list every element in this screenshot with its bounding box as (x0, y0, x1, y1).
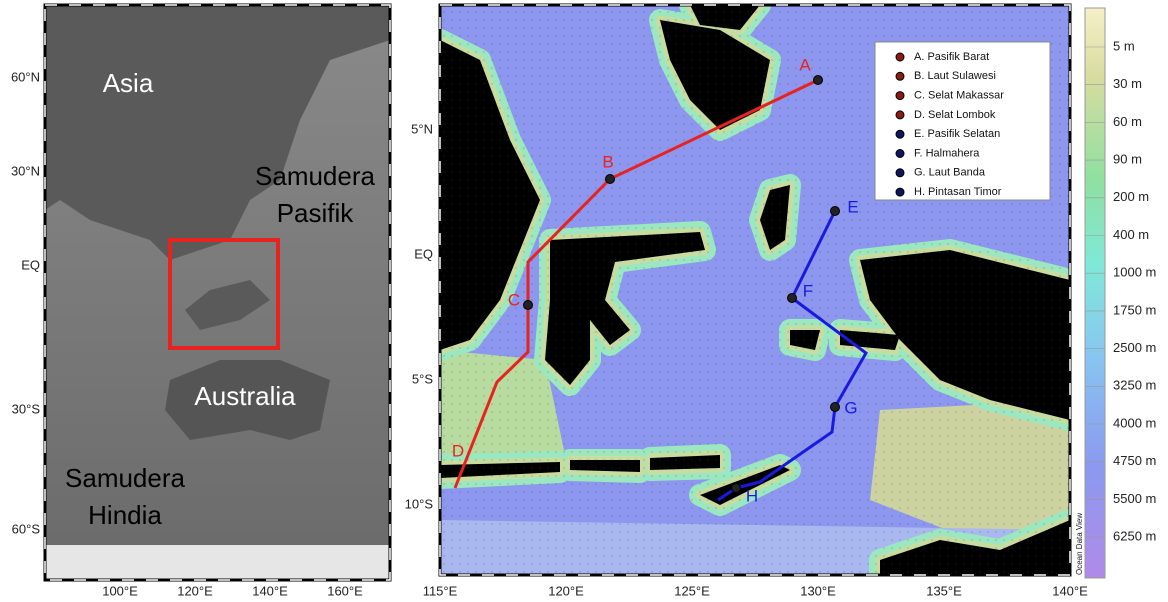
lat-tick-label: 60°S (12, 521, 41, 536)
lon-tick-label: 120°E (548, 583, 584, 598)
legend-marker (896, 169, 904, 177)
lon-tick-label: 130°E (800, 583, 836, 598)
station-label: G (844, 398, 857, 417)
station-label: D (452, 441, 464, 460)
legend-label: A. Pasifik Barat (914, 51, 989, 63)
colorbar-label: 5500 m (1113, 491, 1156, 506)
station-label: B (602, 152, 613, 171)
lon-tick-label: 120°E (177, 583, 213, 598)
colorbar-label: 4750 m (1113, 453, 1156, 468)
legend-marker (896, 130, 904, 138)
overview-map (45, 5, 390, 580)
legend-marker (896, 111, 904, 119)
colorbar-label: 4000 m (1113, 415, 1156, 430)
lat-tick-label: EQ (414, 246, 433, 261)
legend-marker (896, 150, 904, 158)
station-marker (606, 175, 615, 184)
station-label: C (508, 290, 520, 309)
station-marker (831, 403, 840, 412)
colorbar-label: 90 m (1113, 152, 1142, 167)
station-marker (814, 76, 823, 85)
lat-tick-label: 10°S (405, 496, 434, 511)
legend-label: D. Selat Lombok (914, 109, 996, 121)
lat-tick-label: 5°N (411, 121, 433, 136)
antarctica-land (45, 545, 390, 580)
lat-tick-label: 60°N (11, 69, 40, 84)
legend-marker (896, 53, 904, 61)
legend-label: C. Selat Makassar (914, 90, 1004, 102)
legend-label: H. Pintasan Timor (914, 186, 1002, 198)
colorbar-label: 3250 m (1113, 378, 1156, 393)
lon-tick-label: 140°E (252, 583, 288, 598)
lat-tick-label: 5°S (412, 371, 433, 386)
legend-marker (896, 92, 904, 100)
station-marker (788, 294, 797, 303)
lat-tick-label: EQ (21, 257, 40, 272)
colorbar-label: 400 m (1113, 227, 1149, 242)
colorbar-label: 60 m (1113, 114, 1142, 129)
station-label: E (847, 197, 858, 216)
legend-label: G. Laut Banda (914, 167, 986, 179)
station-label: H (746, 486, 758, 505)
place-label: Samudera (255, 161, 375, 191)
figure: Asia Samudera Pasifik Australia Samudera Hind… (0, 0, 1168, 602)
legend-marker (896, 72, 904, 80)
lon-tick-label: 115°E (423, 583, 458, 598)
place-label: Asia (103, 68, 154, 98)
colorbar (1085, 8, 1105, 578)
lon-tick-label: 100°E (102, 583, 138, 598)
place-label: Hindia (88, 500, 162, 530)
watermark: Ocean Data View (1075, 513, 1084, 575)
colorbar-label: 200 m (1113, 189, 1149, 204)
station-marker (831, 207, 840, 216)
lat-tick-label: 30°S (12, 401, 41, 416)
place-label: Pasifik (277, 198, 355, 228)
station-label: F (803, 281, 813, 300)
colorbar-label: 1000 m (1113, 265, 1156, 280)
colorbar-label: 2500 m (1113, 340, 1156, 355)
lon-tick-label: 135°E (926, 583, 962, 598)
lon-tick-label: 160°E (327, 583, 363, 598)
colorbar-label: 1750 m (1113, 302, 1156, 317)
legend-label: E. Pasifik Selatan (914, 128, 1000, 140)
lon-tick-label: 125°E (674, 583, 710, 598)
colorbar-label: 30 m (1113, 76, 1142, 91)
station-label: A (799, 55, 811, 74)
colorbar-label: 6250 m (1113, 529, 1156, 544)
lat-tick-label: 30°N (11, 163, 40, 178)
place-label: Australia (194, 381, 296, 411)
station-marker (732, 484, 741, 493)
lon-tick-label: 140°E (1052, 583, 1088, 598)
colorbar-label: 5 m (1113, 38, 1135, 53)
legend-marker (896, 188, 904, 196)
legend-label: F. Halmahera (914, 147, 980, 159)
place-label: Samudera (65, 463, 185, 493)
station-marker (524, 301, 533, 310)
legend-label: B. Laut Sulawesi (914, 70, 996, 82)
